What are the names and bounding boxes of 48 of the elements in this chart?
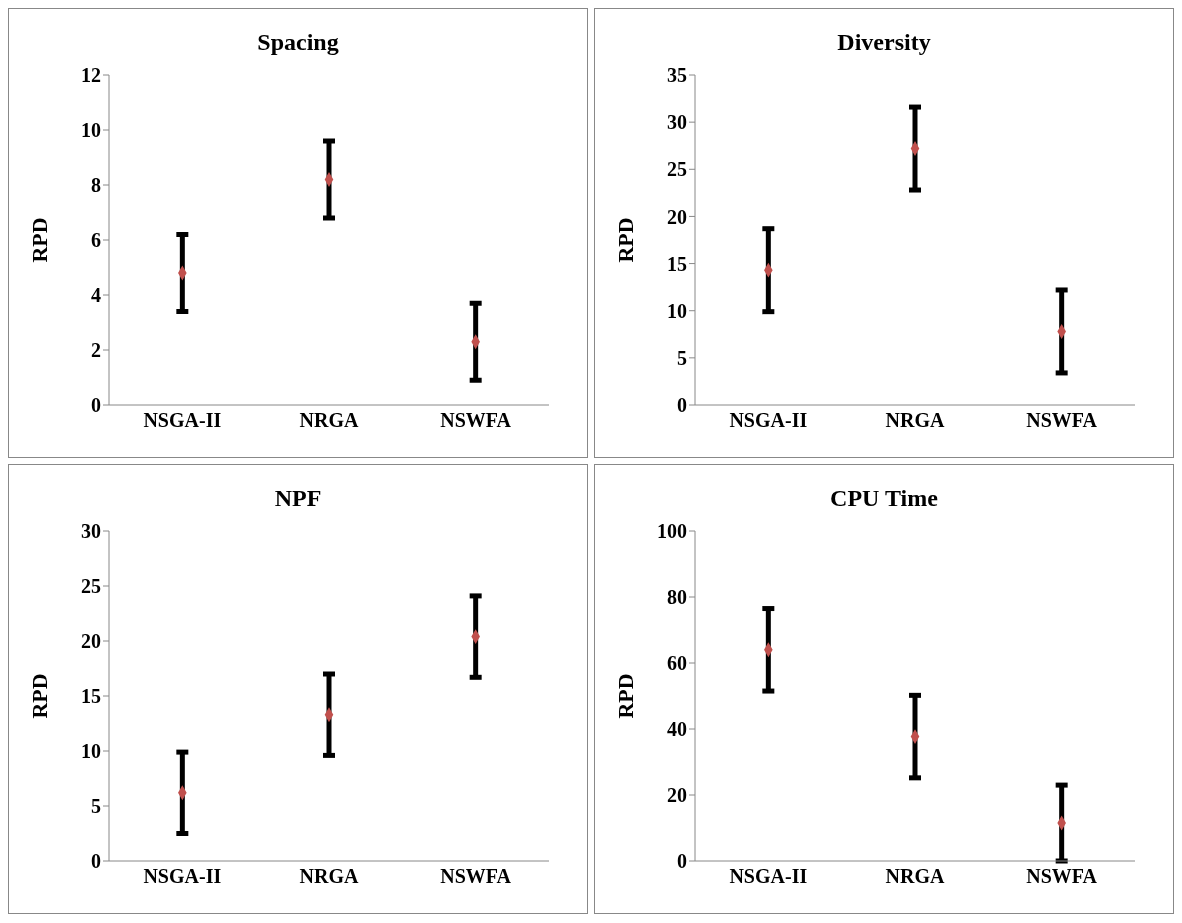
x-tick-label: NSGA-II	[729, 409, 808, 432]
chart-title: Diversity	[836, 29, 932, 57]
y-tick-label: 25	[81, 575, 101, 598]
y-tick-label: 6	[91, 229, 101, 252]
x-tick-label: NRGA	[299, 409, 359, 432]
y-tick-label: 80	[667, 586, 687, 609]
y-tick-label: 30	[667, 111, 687, 134]
y-tick-label: 15	[81, 685, 101, 708]
y-tick-label: 5	[677, 346, 687, 369]
y-axis-title: RPD	[612, 673, 638, 719]
x-tick-label: NRGA	[885, 865, 945, 888]
chart-title: Spacing	[256, 29, 340, 57]
y-tick-label: 0	[91, 850, 101, 873]
y-tick-label: 60	[667, 652, 687, 675]
x-tick-label: NSWFA	[440, 865, 512, 888]
y-tick-label: 4	[91, 284, 101, 307]
y-tick-label: 20	[81, 630, 101, 653]
y-tick-label: 5	[91, 795, 101, 818]
y-tick-label: 0	[91, 394, 101, 417]
y-tick-label: 15	[667, 252, 687, 275]
y-axis-title: RPD	[612, 217, 638, 263]
y-tick-label: 100	[657, 520, 687, 543]
x-tick-label: NSWFA	[440, 409, 512, 432]
x-tick-label: NSWFA	[1026, 865, 1098, 888]
chart-title: CPU Time	[829, 485, 939, 513]
y-tick-label: 20	[667, 784, 687, 807]
x-tick-label: NSGA-II	[143, 409, 222, 432]
y-tick-label: 10	[81, 119, 101, 142]
y-tick-label: 8	[91, 174, 101, 197]
chart-title: NPF	[273, 485, 323, 513]
x-tick-label: NSGA-II	[143, 865, 222, 888]
x-tick-label: NRGA	[299, 865, 359, 888]
y-tick-label: 20	[667, 205, 687, 228]
y-tick-label: 12	[81, 64, 101, 87]
y-tick-label: 10	[667, 299, 687, 322]
y-tick-label: 10	[81, 740, 101, 763]
x-tick-label: NRGA	[885, 409, 945, 432]
y-tick-label: 0	[677, 394, 687, 417]
y-axis-title: RPD	[26, 217, 52, 263]
y-axis-title: RPD	[26, 673, 52, 719]
y-tick-label: 35	[667, 64, 687, 87]
y-tick-label: 30	[81, 520, 101, 543]
y-tick-label: 2	[91, 339, 101, 362]
y-tick-label: 0	[677, 850, 687, 873]
x-tick-label: NSGA-II	[729, 865, 808, 888]
y-tick-label: 40	[667, 718, 687, 741]
y-tick-label: 25	[667, 158, 687, 181]
x-tick-label: NSWFA	[1026, 409, 1098, 432]
